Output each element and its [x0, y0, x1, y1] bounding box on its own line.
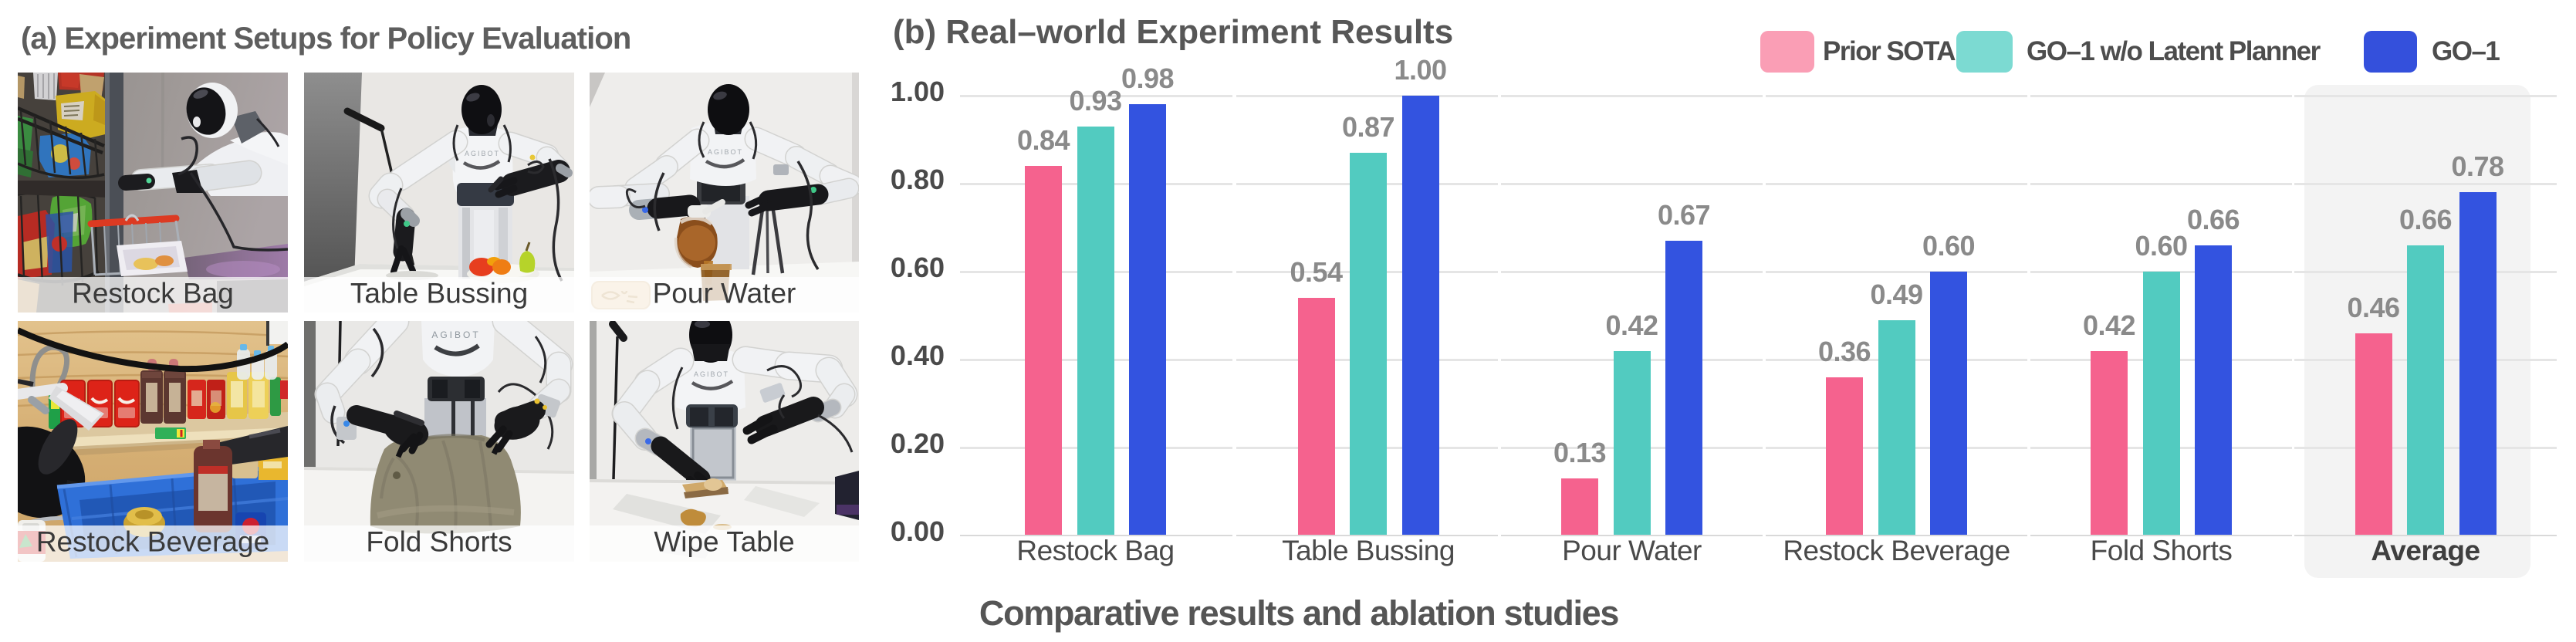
- svg-text:Table Bussing: Table Bussing: [350, 278, 528, 309]
- svg-text:AGIBOT: AGIBOT: [431, 329, 480, 340]
- svg-text:AGIBOT: AGIBOT: [708, 148, 743, 156]
- svg-text:Pour Water: Pour Water: [653, 278, 796, 309]
- svg-text:AGIBOT: AGIBOT: [694, 370, 729, 378]
- svg-text:Restock Beverage: Restock Beverage: [36, 526, 269, 558]
- svg-text:Restock Bag: Restock Bag: [72, 278, 234, 309]
- svg-text:Fold Shorts: Fold Shorts: [366, 526, 512, 558]
- svg-text:Wipe Table: Wipe Table: [654, 526, 794, 558]
- svg-text:AGIBOT: AGIBOT: [465, 150, 500, 157]
